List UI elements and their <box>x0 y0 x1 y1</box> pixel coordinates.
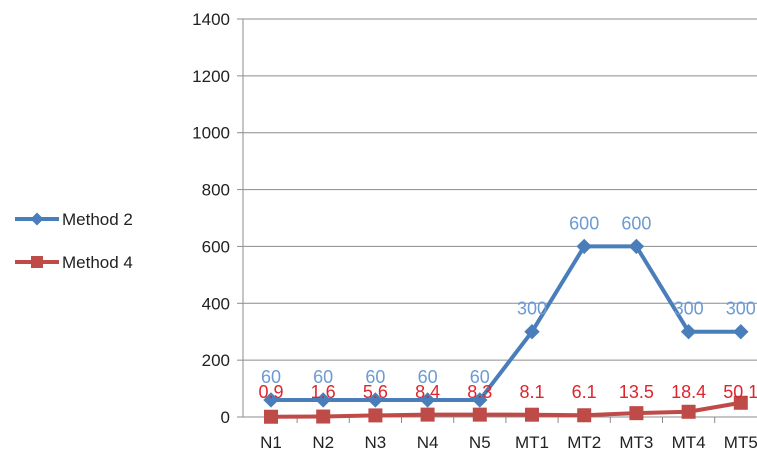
series-line-1 <box>271 244 741 402</box>
data-label: 60 <box>313 367 333 387</box>
series-lines <box>270 244 742 419</box>
data-label: 300 <box>726 299 756 319</box>
data-point-marker <box>264 409 278 424</box>
series-line-2 <box>270 400 742 419</box>
x-tick-label: N5 <box>469 433 491 452</box>
data-label: 60 <box>470 367 490 387</box>
data-point-marker <box>472 407 487 422</box>
legend-marker <box>30 212 44 226</box>
data-label: 8.1 <box>519 382 544 402</box>
x-tick-label: N3 <box>365 433 387 452</box>
legend-label: Method 4 <box>62 253 133 272</box>
y-tick-label: 1200 <box>192 67 230 86</box>
data-label: 60 <box>418 367 438 387</box>
y-tick-label: 0 <box>221 408 230 427</box>
data-label: 1.6 <box>311 382 336 402</box>
x-tick-label: MT5 <box>724 433 757 452</box>
data-label: 0.9 <box>258 382 283 402</box>
data-label: 6.1 <box>572 382 597 402</box>
data-point-marker <box>524 324 540 340</box>
data-label: 5.6 <box>363 382 388 402</box>
x-tick-label: N4 <box>417 433 439 452</box>
data-point-marker <box>733 395 748 410</box>
legend: Method 2 Method 4 <box>15 210 133 272</box>
x-tick-label: MT1 <box>515 433 549 452</box>
data-point-marker <box>628 238 645 255</box>
y-tick-label: 800 <box>202 181 230 200</box>
data-point-marker <box>367 392 384 408</box>
data-point-marker <box>577 408 592 423</box>
y-tick-label: 200 <box>202 351 230 370</box>
data-point-marker <box>629 406 644 421</box>
series-markers <box>263 238 749 424</box>
x-tick-label: MT4 <box>672 433 706 452</box>
data-label: 13.5 <box>619 382 654 402</box>
data-point-marker <box>315 392 331 408</box>
data-label: 60 <box>365 367 385 387</box>
x-tick-label: MT3 <box>619 433 653 452</box>
data-label: 600 <box>569 213 599 233</box>
y-tick-label: 1000 <box>192 124 230 143</box>
data-point-marker <box>576 238 592 255</box>
data-point-marker <box>316 409 331 424</box>
data-labels: 60 60 60 60 60 300 600 600 300 300 0.9 1.6 5.6 8.4 8.3… <box>258 213 757 402</box>
grid-lines <box>243 18 757 361</box>
data-point-marker <box>368 408 383 423</box>
y-tick-label: 600 <box>202 237 230 256</box>
x-tick-label: N1 <box>260 433 282 452</box>
data-point-marker <box>472 392 488 408</box>
data-point-marker <box>420 407 435 422</box>
data-label: 300 <box>517 299 547 319</box>
data-point-marker <box>525 407 539 422</box>
y-tick-label: 400 <box>202 294 230 313</box>
data-label: 300 <box>674 299 704 319</box>
y-tick-label: 1400 <box>192 10 230 29</box>
legend-label: Method 2 <box>62 210 133 229</box>
x-tick-label: N2 <box>312 433 334 452</box>
data-label: 18.4 <box>671 382 706 402</box>
data-point-marker <box>680 324 697 340</box>
data-label: 50.1 <box>723 382 757 402</box>
data-point-marker <box>733 324 749 340</box>
data-point-marker <box>419 392 436 408</box>
data-point-marker <box>263 392 279 408</box>
data-label: 600 <box>621 213 651 233</box>
data-point-marker <box>681 404 696 419</box>
axes <box>237 18 757 423</box>
legend-marker <box>31 256 43 268</box>
data-label: 8.4 <box>415 382 440 402</box>
data-label: 8.3 <box>467 382 492 402</box>
x-tick-labels: N1 N2 N3 N4 N5 MT1 MT2 MT3 MT4 MT5 <box>260 433 757 452</box>
y-tick-labels: 0 200 400 600 800 1000 1200 1400 <box>192 10 230 427</box>
data-label: 60 <box>261 367 281 387</box>
x-tick-label: MT2 <box>567 433 601 452</box>
